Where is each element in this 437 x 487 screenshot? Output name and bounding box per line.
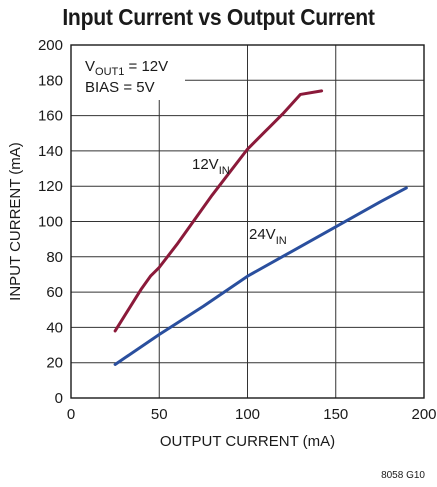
y-tick-label: 120 xyxy=(38,178,63,195)
y-axis-label: INPUT CURRENT (mA) xyxy=(7,142,24,301)
y-tick-label: 200 xyxy=(38,37,63,54)
y-tick-label: 60 xyxy=(46,284,63,301)
y-tick-label: 0 xyxy=(55,390,63,407)
y-tick-label: 180 xyxy=(38,72,63,89)
plot-frame xyxy=(70,44,425,399)
condition-vout: VOUT1 = 12V xyxy=(85,58,168,78)
y-tick-label: 80 xyxy=(46,249,63,266)
series-line-24v-in xyxy=(113,186,408,366)
y-tick-label: 40 xyxy=(46,319,63,336)
x-tick-label: 0 xyxy=(67,406,75,423)
x-tick-label: 50 xyxy=(151,406,168,423)
x-tick-label: 200 xyxy=(411,406,436,423)
series-line-12v-in xyxy=(113,89,324,333)
y-tick-label: 140 xyxy=(38,143,63,160)
x-axis-label: OUTPUT CURRENT (mA) xyxy=(160,433,335,450)
x-tick-label: 150 xyxy=(323,406,348,423)
figure-id: 8058 G10 xyxy=(381,470,425,481)
series-label-12v-in: 12VIN xyxy=(192,156,230,177)
series-label-24v-in: 24VIN xyxy=(249,226,287,247)
y-tick-label: 100 xyxy=(38,214,63,231)
condition-bias: BIAS = 5V xyxy=(85,79,155,96)
y-tick-label: 20 xyxy=(46,355,63,372)
y-tick-label: 160 xyxy=(38,108,63,125)
x-tick-label: 100 xyxy=(235,406,260,423)
chart-title: Input Current vs Output Current xyxy=(62,4,375,30)
